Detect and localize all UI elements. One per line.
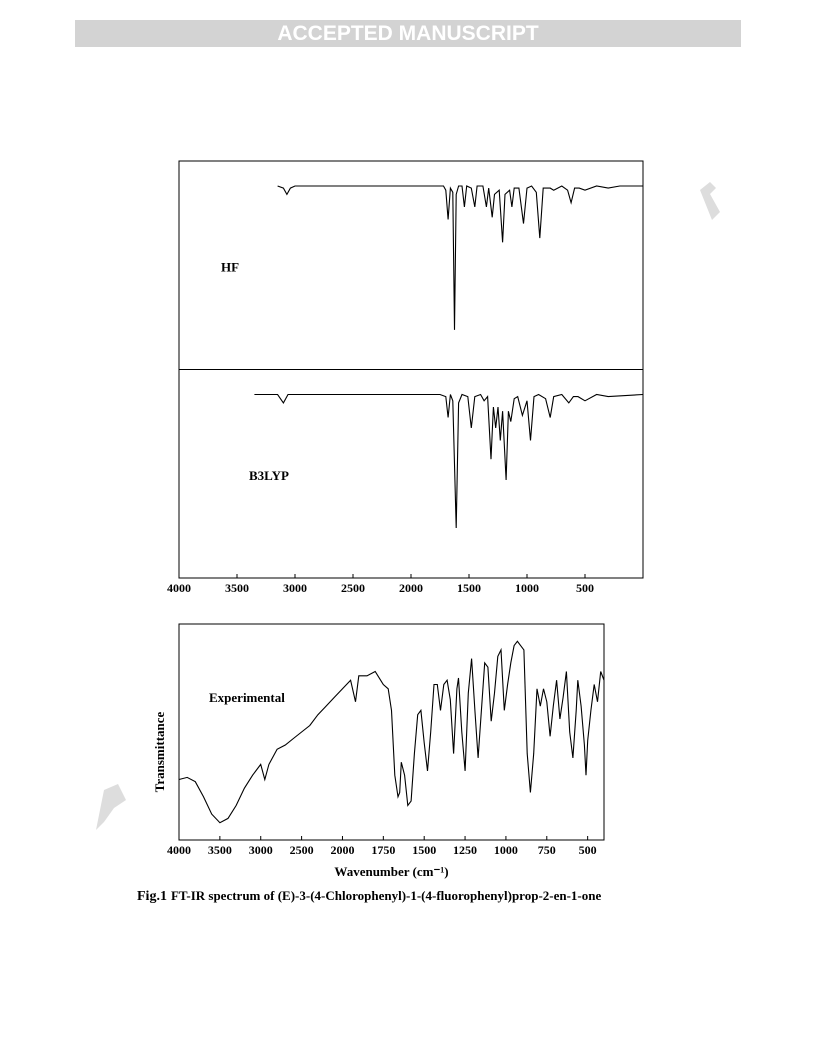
x-tick-label: 500 bbox=[576, 581, 594, 595]
x-tick-label: 750 bbox=[538, 843, 556, 857]
header: ACCEPTED MANUSCRIPT bbox=[75, 20, 741, 47]
x-axis-label: Wavenumber (cm⁻¹) bbox=[334, 864, 448, 879]
series-label: HF bbox=[221, 260, 239, 275]
x-tick-label: 1500 bbox=[457, 581, 481, 595]
x-tick-label: 2000 bbox=[399, 581, 423, 595]
x-tick-label: 3000 bbox=[283, 581, 307, 595]
y-axis-label: Transmittance bbox=[152, 711, 167, 792]
x-tick-label: 1500 bbox=[412, 843, 436, 857]
x-tick-label: 3500 bbox=[225, 581, 249, 595]
x-tick-label: 3500 bbox=[208, 843, 232, 857]
x-tick-label: 1000 bbox=[494, 843, 518, 857]
x-tick-label: 1000 bbox=[515, 581, 539, 595]
x-tick-label: 2000 bbox=[330, 843, 354, 857]
x-tick-label: 4000 bbox=[167, 843, 191, 857]
watermark bbox=[700, 182, 720, 220]
x-tick-label: 4000 bbox=[167, 581, 191, 595]
x-tick-label: 1750 bbox=[371, 843, 395, 857]
caption: Fig.1 FT-IR spectrum of (E)-3-(4-Chloroph… bbox=[137, 888, 601, 905]
x-tick-label: 2500 bbox=[341, 581, 365, 595]
x-tick-label: 2500 bbox=[290, 843, 314, 857]
plot-frame bbox=[178, 623, 605, 841]
caption-text: FT-IR spectrum of (E)-3-(4-Chlorophenyl)… bbox=[170, 888, 602, 903]
x-tick-label: 500 bbox=[579, 843, 597, 857]
watermark bbox=[96, 784, 126, 830]
spectrum-line bbox=[277, 185, 643, 330]
x-tick-label: 3000 bbox=[249, 843, 273, 857]
caption-label: Fig.1 bbox=[137, 889, 167, 904]
x-tick-label: 1250 bbox=[453, 843, 477, 857]
series-label: Experimental bbox=[209, 690, 285, 705]
spectrum-line bbox=[254, 393, 644, 529]
spectrum-line bbox=[178, 640, 605, 824]
series-label: B3LYP bbox=[249, 468, 289, 483]
